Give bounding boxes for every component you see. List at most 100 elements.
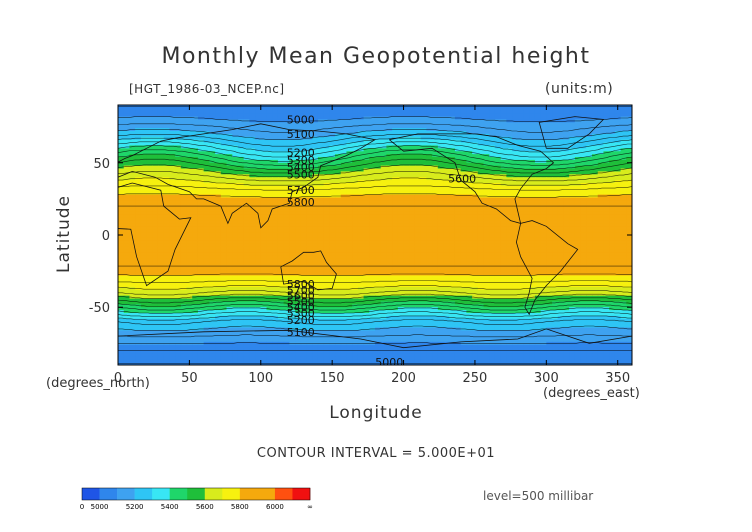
height-cell xyxy=(483,174,490,178)
height-cell xyxy=(466,229,473,233)
height-cell xyxy=(454,165,462,170)
height-cell xyxy=(432,226,439,230)
height-cell xyxy=(300,252,308,256)
height-cell xyxy=(563,139,570,144)
height-cell xyxy=(129,110,136,115)
height-cell xyxy=(580,110,587,115)
height-cell xyxy=(340,214,348,219)
height-cell xyxy=(118,237,125,242)
height-cell xyxy=(340,243,348,248)
height-cell xyxy=(215,133,222,138)
height-cell xyxy=(169,214,176,219)
height-cell xyxy=(449,162,456,167)
height-cell xyxy=(289,185,296,190)
height-cell xyxy=(203,139,210,144)
height-cell xyxy=(306,191,313,196)
height-cell xyxy=(609,136,616,141)
height-cell xyxy=(300,258,308,262)
height-cell xyxy=(466,116,473,121)
height-cell xyxy=(586,255,593,259)
height-cell xyxy=(472,136,479,141)
height-cell xyxy=(609,246,616,251)
height-cell xyxy=(454,131,462,135)
height-cell xyxy=(460,249,467,253)
height-cell xyxy=(369,255,376,259)
height-cell xyxy=(209,214,216,219)
height-cell xyxy=(329,131,336,135)
height-cell xyxy=(272,220,279,225)
height-cell xyxy=(295,209,302,213)
height-cell xyxy=(129,122,136,126)
height-cell xyxy=(272,105,279,109)
height-cell xyxy=(443,252,450,256)
height-cell xyxy=(432,185,439,190)
height-cell xyxy=(574,125,582,129)
height-cell xyxy=(426,217,433,222)
height-cell xyxy=(152,183,159,187)
height-cell xyxy=(157,223,165,227)
height-cell xyxy=(420,200,427,204)
height-cell xyxy=(232,136,239,141)
x-unit-label: (degrees_east) xyxy=(543,386,640,401)
height-cell xyxy=(220,183,228,187)
height-cell xyxy=(237,203,245,207)
height-cell xyxy=(312,154,319,158)
height-cell xyxy=(323,261,330,265)
height-cell xyxy=(563,177,570,181)
height-cell xyxy=(226,162,233,167)
height-cell xyxy=(506,131,513,135)
height-cell xyxy=(346,174,353,178)
height-cell xyxy=(380,142,388,147)
height-cell xyxy=(466,246,473,251)
height-cell xyxy=(609,133,616,138)
height-cell xyxy=(489,197,496,201)
height-cell xyxy=(352,229,359,233)
height-cell xyxy=(586,107,593,112)
height-cell xyxy=(243,232,250,236)
height-cell xyxy=(340,174,348,178)
height-cell xyxy=(586,128,593,132)
height-cell xyxy=(477,235,485,239)
height-cell xyxy=(129,194,136,199)
height-cell xyxy=(454,125,462,129)
height-cell xyxy=(403,148,410,152)
height-cell xyxy=(529,252,536,256)
height-cell xyxy=(586,214,593,219)
height-cell xyxy=(180,136,188,141)
height-cell xyxy=(283,255,290,259)
height-cell xyxy=(215,209,222,213)
height-cell xyxy=(289,206,296,210)
height-cell xyxy=(386,200,393,204)
height-cell xyxy=(123,113,131,118)
height-cell xyxy=(317,263,325,268)
height-cell xyxy=(597,217,605,222)
height-cell xyxy=(226,229,233,233)
height-cell xyxy=(300,159,308,164)
height-cell xyxy=(180,116,188,121)
height-cell xyxy=(443,237,450,242)
height-cell xyxy=(163,168,170,173)
height-cell xyxy=(380,243,388,248)
height-cell xyxy=(500,110,507,115)
height-cell xyxy=(506,133,513,138)
height-cell xyxy=(197,243,205,248)
height-cell xyxy=(586,154,593,158)
height-cell xyxy=(243,209,250,213)
height-cell xyxy=(323,174,330,178)
height-cell xyxy=(157,157,165,161)
height-cell xyxy=(346,157,353,161)
height-cell xyxy=(340,261,348,265)
height-cell xyxy=(517,110,525,115)
height-cell xyxy=(209,142,216,147)
height-cell xyxy=(369,197,376,201)
height-cell xyxy=(157,128,165,132)
height-cell xyxy=(472,133,479,138)
height-cell xyxy=(317,194,325,199)
height-cell xyxy=(157,139,165,144)
height-cell xyxy=(352,185,359,190)
height-cell xyxy=(283,171,290,175)
height-cell xyxy=(140,249,148,253)
height-cell xyxy=(614,131,622,135)
height-cell xyxy=(620,180,627,184)
height-cell xyxy=(386,232,393,236)
